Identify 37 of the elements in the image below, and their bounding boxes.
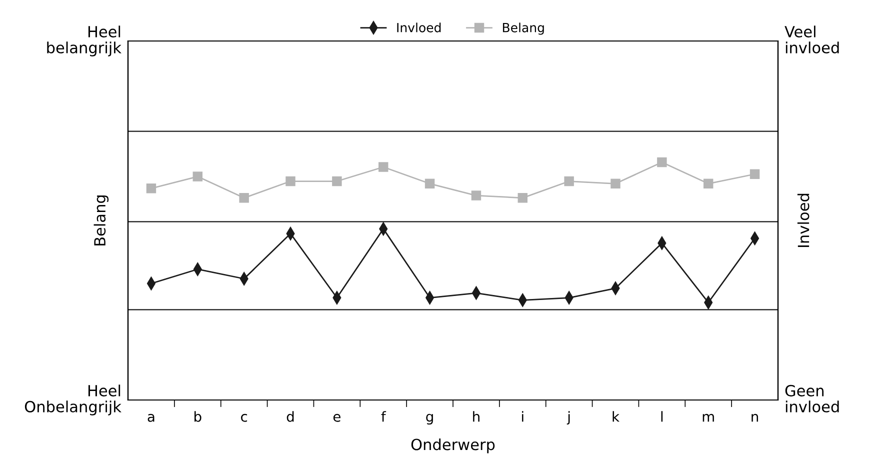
legend-label: Invloed: [397, 22, 441, 32]
y2-axis-title: Invloed: [797, 194, 810, 247]
point: [703, 178, 714, 189]
text: Heel belangrijk: [47, 26, 122, 56]
point: [332, 176, 342, 186]
text: Geen invloed: [785, 384, 839, 412]
x-tick-label: b: [194, 411, 202, 422]
point: [564, 176, 574, 186]
x-axis-title: Onderwerp: [411, 438, 495, 454]
x-tick-label: h: [473, 411, 480, 422]
x-tick-label: l: [661, 411, 663, 422]
point: [657, 157, 667, 168]
x-tick-label: c: [241, 414, 248, 422]
x-tick-label: j: [566, 411, 570, 425]
x-tick-label: e: [333, 414, 340, 422]
point: [239, 193, 249, 203]
point: [378, 162, 388, 172]
point: [518, 193, 528, 203]
x-tick-label: d: [286, 411, 294, 422]
x-tick-label: f: [381, 411, 386, 422]
point: [286, 176, 296, 186]
point: [424, 178, 435, 189]
x-tick-label: n: [752, 414, 758, 422]
x-tick-label: a: [148, 414, 154, 422]
point: [750, 169, 760, 179]
point: [146, 184, 156, 194]
y-axis-title: Belang: [94, 195, 109, 246]
text: Heel Onbelangrijk: [24, 384, 122, 416]
x-tick-label: g: [426, 414, 433, 425]
text: Veel invloed: [784, 26, 839, 54]
legend-label: Belang: [502, 22, 544, 35]
x-tick-label: m: [702, 414, 714, 422]
x-tick-label: i: [522, 411, 524, 422]
point: [471, 190, 482, 200]
point: [610, 178, 620, 189]
x-tick-label: k: [612, 411, 620, 422]
point: [192, 172, 203, 182]
